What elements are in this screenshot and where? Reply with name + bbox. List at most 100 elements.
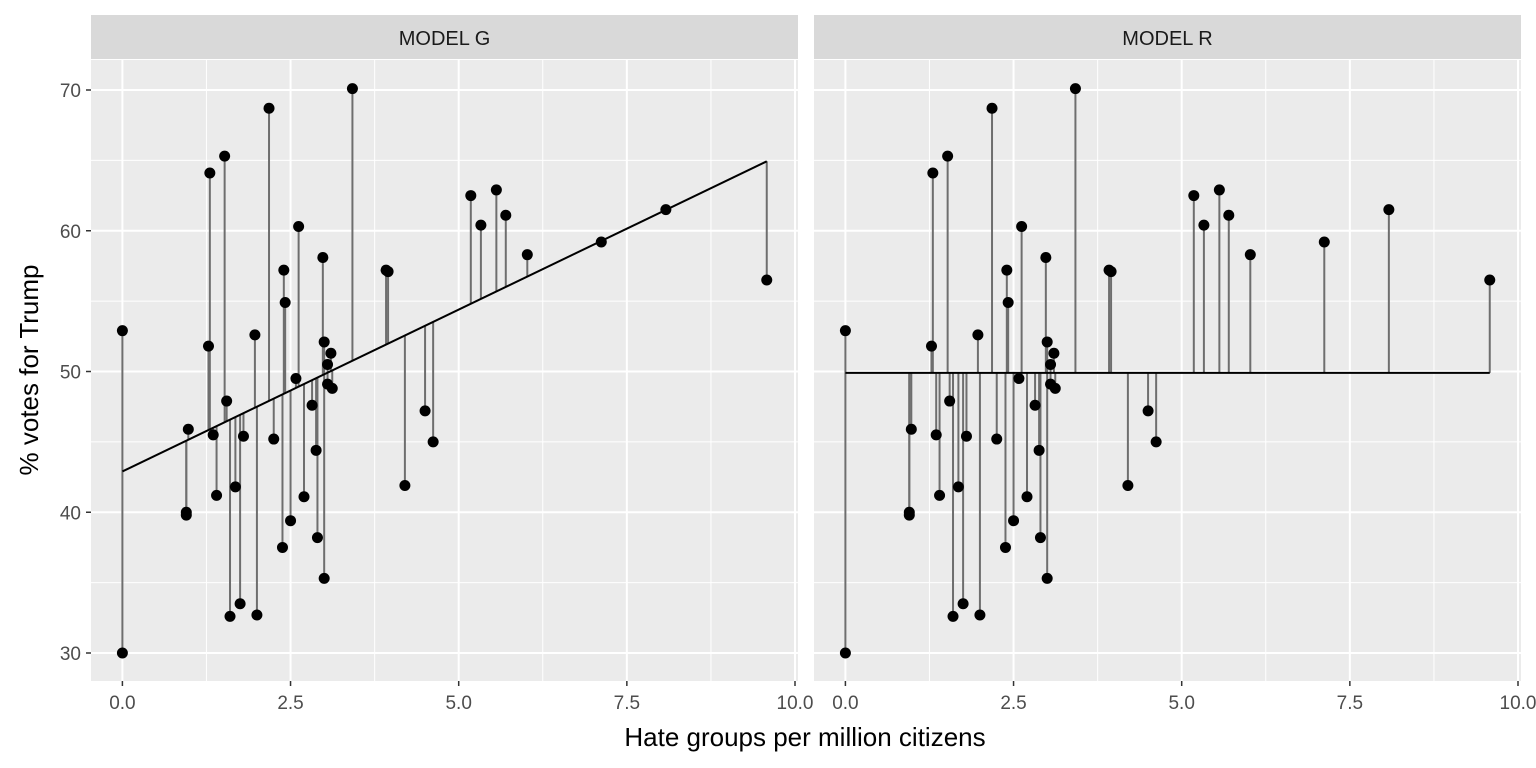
data-point <box>219 150 231 162</box>
data-point <box>1484 274 1496 286</box>
data-point <box>419 405 431 417</box>
x-tick-label: 7.5 <box>1337 693 1363 714</box>
data-point <box>1040 251 1052 263</box>
data-point <box>930 429 942 441</box>
data-point <box>182 423 194 435</box>
data-point <box>234 598 246 610</box>
data-point <box>974 609 986 621</box>
data-point <box>346 83 358 95</box>
data-point <box>306 399 318 411</box>
y-tick-label: 60 <box>60 222 81 243</box>
data-point <box>318 572 330 584</box>
data-point <box>1016 221 1028 233</box>
x-axis-title: Hate groups per million citizens <box>624 722 985 752</box>
x-tick-label: 0.0 <box>109 693 135 714</box>
x-tick-label: 7.5 <box>614 693 640 714</box>
data-point <box>221 395 233 407</box>
data-point <box>318 336 330 348</box>
data-point <box>500 209 512 221</box>
data-point <box>310 444 322 456</box>
data-point <box>1244 249 1256 261</box>
panel-model-g: MODEL G 0.0 2.5 5.0 7.5 10.0 30 40 50 60 70 <box>60 15 814 714</box>
x-tick-label: 10.0 <box>777 693 814 714</box>
y-tick-label: 70 <box>60 81 81 102</box>
panel-model-r: MODEL R 0.0 2.5 5.0 7.5 10.0 <box>814 15 1536 714</box>
data-point <box>317 251 329 263</box>
data-point <box>279 297 291 309</box>
data-point <box>1188 190 1200 202</box>
data-point <box>960 430 972 442</box>
data-point <box>972 329 984 341</box>
data-point <box>944 395 956 407</box>
data-point <box>202 340 214 352</box>
data-point <box>326 382 338 394</box>
data-point <box>521 249 533 261</box>
data-point <box>1021 491 1033 503</box>
data-point <box>251 609 263 621</box>
data-point <box>237 430 249 442</box>
data-point <box>290 373 302 385</box>
data-point <box>595 236 607 248</box>
data-point <box>211 489 223 501</box>
data-point <box>490 184 502 196</box>
data-point <box>1318 236 1330 248</box>
data-point <box>1001 264 1013 276</box>
data-point <box>475 219 487 231</box>
data-point <box>1041 572 1053 584</box>
data-point <box>116 325 128 337</box>
data-point <box>268 433 280 445</box>
data-point <box>1034 532 1046 544</box>
data-point <box>293 221 305 233</box>
data-point <box>1383 204 1395 216</box>
data-point <box>1142 405 1154 417</box>
data-point <box>999 541 1011 553</box>
data-point <box>1033 444 1045 456</box>
data-point <box>224 610 236 622</box>
data-point <box>942 150 954 162</box>
data-point <box>382 266 394 278</box>
data-point <box>285 515 297 527</box>
data-point <box>1069 83 1081 95</box>
x-tick-label: 5.0 <box>445 693 471 714</box>
data-point <box>947 610 959 622</box>
x-tick-label: 5.0 <box>1168 693 1194 714</box>
y-tick-label: 30 <box>60 644 81 665</box>
data-point <box>925 340 937 352</box>
data-point <box>839 325 851 337</box>
data-point <box>249 329 261 341</box>
data-point <box>263 102 275 114</box>
facet-strip <box>91 15 798 59</box>
data-point <box>927 167 939 179</box>
data-point <box>1049 382 1061 394</box>
data-point <box>1008 515 1020 527</box>
data-point <box>986 102 998 114</box>
data-point <box>180 509 192 521</box>
y-axis-title: % votes for Trump <box>14 265 44 476</box>
data-point <box>1150 436 1162 448</box>
facet-strip-label: MODEL R <box>1122 28 1212 50</box>
data-point <box>1105 266 1117 278</box>
data-point <box>1041 336 1053 348</box>
data-point <box>1048 347 1060 359</box>
fitted-line <box>121 160 768 473</box>
data-point <box>934 489 946 501</box>
data-point <box>761 274 773 286</box>
data-point <box>1198 219 1210 231</box>
x-tick-label: 10.0 <box>1500 693 1536 714</box>
data-point <box>1045 358 1057 370</box>
x-tick-label: 2.5 <box>277 693 303 714</box>
data-point <box>660 204 672 216</box>
data-point <box>952 481 964 493</box>
x-tick-label: 0.0 <box>832 693 858 714</box>
data-point <box>957 598 969 610</box>
facet-strip <box>814 15 1521 59</box>
data-point <box>1013 373 1025 385</box>
y-tick-label: 50 <box>60 363 81 384</box>
data-point <box>278 264 290 276</box>
data-point <box>839 647 851 659</box>
data-point <box>427 436 439 448</box>
data-point <box>325 347 337 359</box>
data-point <box>465 190 477 202</box>
panels: MODEL G 0.0 2.5 5.0 7.5 10.0 30 40 50 60 70 MODEL R… <box>60 15 1536 714</box>
